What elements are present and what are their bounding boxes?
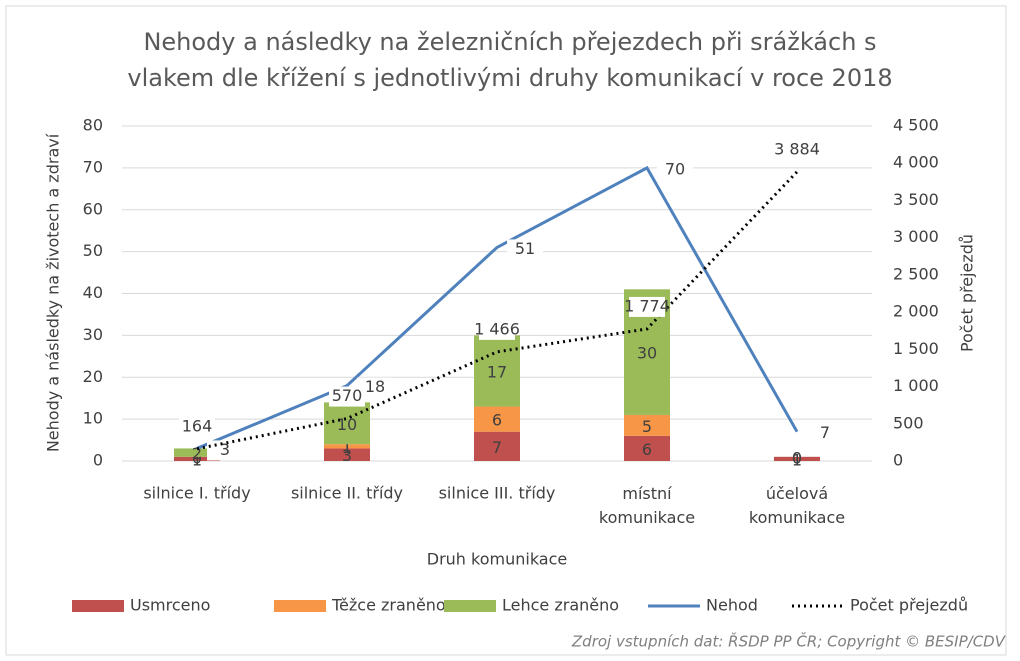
label-bg xyxy=(807,423,843,444)
y-tick-label: 60 xyxy=(83,199,103,218)
legend-label: Nehod xyxy=(706,596,758,615)
bar-segment xyxy=(174,456,220,461)
bar-segment xyxy=(474,431,520,461)
data-label: 3 xyxy=(220,440,230,459)
y-tick-label: 10 xyxy=(83,409,103,428)
bar-label: 1 xyxy=(792,450,802,469)
data-label: 70 xyxy=(665,159,685,178)
data-label: 164 xyxy=(182,416,213,435)
bar-label: 17 xyxy=(487,362,507,381)
bar-label: 10 xyxy=(337,415,357,434)
bar-label: 1 xyxy=(192,450,202,469)
bar-label: 0 xyxy=(792,448,802,467)
bar-label: 1 xyxy=(342,438,352,457)
y2-axis-title: Počet přejezdů xyxy=(958,234,977,352)
label-bg xyxy=(507,239,543,260)
y2-tick-label: 1 500 xyxy=(893,339,939,358)
bar-segment xyxy=(324,448,370,461)
x-tick-label: silnice III. třídy xyxy=(439,484,556,503)
x-tick-label: účelová komunikace xyxy=(749,484,845,527)
label-bg xyxy=(657,159,693,180)
legend-swatch xyxy=(274,600,326,612)
y2-tick-label: 2 000 xyxy=(893,302,939,321)
x-tick-label: silnice II. třídy xyxy=(291,484,403,503)
label-bg xyxy=(479,319,515,340)
data-label: 1 466 xyxy=(474,319,520,338)
legend-swatch xyxy=(444,600,496,612)
legend-swatch xyxy=(72,600,124,612)
y-tick-label: 40 xyxy=(83,283,103,302)
bar-segment xyxy=(174,448,220,457)
y-tick-label: 30 xyxy=(83,325,103,344)
data-label: 3 884 xyxy=(774,139,820,158)
label-bg xyxy=(629,296,665,317)
data-label: 7 xyxy=(820,423,830,442)
x-tick-label: místní komunikace xyxy=(599,484,695,527)
bar-label: 7 xyxy=(492,438,502,457)
chart-title: Nehody a následky na železničních přejez… xyxy=(127,28,893,92)
source: Zdroj vstupních dat: ŘSDP PP ČR; Copyrig… xyxy=(571,632,1007,651)
chart-border xyxy=(5,5,1007,656)
y2-tick-label: 4 500 xyxy=(893,116,939,135)
bar-label: 5 xyxy=(642,417,652,436)
y2-tick-label: 500 xyxy=(893,413,924,432)
x-axis-title: Druh komunikace xyxy=(427,550,568,569)
y-tick-label: 20 xyxy=(83,367,103,386)
bar-segment xyxy=(624,435,670,461)
legend-label: Usmrceno xyxy=(130,596,210,615)
bar-segment xyxy=(324,402,370,445)
y2-tick-label: 0 xyxy=(893,451,903,470)
data-label: 51 xyxy=(515,239,535,258)
data-label: 1 774 xyxy=(624,296,670,315)
y2-tick-label: 4 000 xyxy=(893,153,939,172)
y2-tick-label: 3 500 xyxy=(893,190,939,209)
y2-tick-label: 3 000 xyxy=(893,227,939,246)
data-label: 570 xyxy=(332,386,363,405)
y2-tick-label: 1 000 xyxy=(893,376,939,395)
label-bg xyxy=(329,386,365,407)
line xyxy=(196,165,799,450)
data-label: 18 xyxy=(365,377,385,396)
bar-label: 3 xyxy=(342,446,352,465)
dotted-line xyxy=(196,170,799,451)
legend-label: Počet přejezdů xyxy=(850,596,968,615)
y-tick-label: 80 xyxy=(83,116,103,135)
bar-segment xyxy=(324,444,370,449)
bar-segment xyxy=(624,414,670,436)
bar-label: 6 xyxy=(642,440,652,459)
legend-label: Těžce zraněno xyxy=(331,596,446,615)
label-bg xyxy=(779,139,815,160)
y-axis-title: Nehody a následky na životech a zdraví xyxy=(44,133,63,452)
y-tick-label: 70 xyxy=(83,157,103,176)
legend-label: Lehce zraněno xyxy=(502,596,619,615)
y-tick-label: 0 xyxy=(93,451,103,470)
x-tick-label: silnice I. třídy xyxy=(143,484,250,503)
bar-label: 0 xyxy=(792,448,802,467)
y-tick-label: 50 xyxy=(83,241,103,260)
bar-label: 2 xyxy=(192,444,202,463)
label-bg xyxy=(179,416,215,437)
bar-segment xyxy=(774,456,820,461)
bar-segment xyxy=(474,406,520,432)
bar-segment xyxy=(474,335,520,407)
bar-label: 30 xyxy=(637,344,657,363)
y2-tick-label: 2 500 xyxy=(893,264,939,283)
bar-label: 0 xyxy=(192,448,202,467)
label-bg xyxy=(357,377,393,398)
bar-label: 6 xyxy=(492,411,502,430)
